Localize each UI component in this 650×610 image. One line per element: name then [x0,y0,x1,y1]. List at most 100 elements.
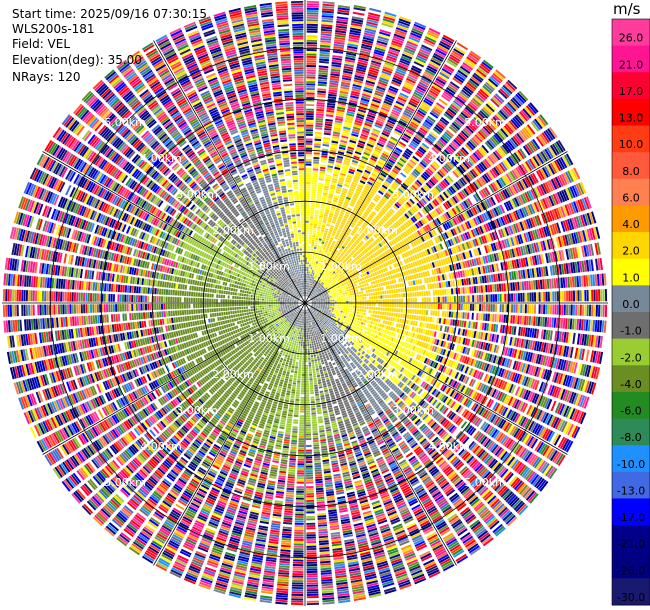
gate [360,281,364,285]
gate [321,19,333,23]
gate [398,18,411,25]
gate [586,289,589,302]
gate [365,279,368,283]
gate [305,152,312,155]
gate [375,310,378,314]
gate [381,22,394,28]
gate [380,172,387,178]
gate [332,173,339,177]
gate [400,172,407,178]
gate [375,144,383,150]
gate [335,25,347,29]
gate [337,203,343,207]
gate [348,34,360,39]
gate [427,29,440,37]
gate [306,273,308,276]
gate [346,52,357,57]
gate [388,140,396,146]
gate [347,106,356,111]
gate [353,194,359,199]
gate [305,188,311,191]
gate [305,147,313,150]
gate [309,230,313,233]
gate [423,40,435,47]
gate [357,166,364,171]
gate [388,285,391,290]
gate [312,253,316,256]
ray [307,21,427,297]
gate [357,285,360,289]
gate [332,178,338,182]
gate [577,304,580,316]
gate [591,289,594,302]
gate [334,289,337,292]
gate [370,313,373,317]
gate [330,75,340,79]
gate [357,300,360,303]
gate [395,27,408,33]
gate [308,248,311,251]
gate [352,295,355,298]
gate [408,125,417,132]
gate [322,248,326,252]
gate [391,40,403,46]
gate [306,113,314,116]
gate [305,294,307,297]
gate [349,32,361,36]
gate [538,304,541,314]
gate [393,33,406,40]
gate [453,311,456,318]
gate [308,271,310,274]
gate [306,138,313,141]
gate [550,400,557,412]
gate [373,94,383,100]
gate [379,29,392,35]
gate [350,224,355,228]
gate [367,73,378,79]
gate [319,272,322,276]
gate [354,192,360,197]
gate [390,81,401,87]
gate [306,289,308,292]
gate [346,303,349,305]
gate [328,241,332,245]
gate [314,258,317,261]
gate [387,89,397,96]
gate [381,286,384,291]
gate [305,275,307,278]
gate [360,45,372,51]
gate [308,292,310,295]
gate [375,318,379,322]
gate [332,230,337,234]
gate [325,114,334,118]
gate [384,281,388,286]
gate [338,287,341,290]
gate [392,107,402,113]
gate [511,304,514,313]
gate [321,155,328,158]
gate [574,318,577,330]
gate [306,78,316,81]
gate [387,53,398,59]
gate [568,304,571,316]
gate [309,285,311,288]
gate [388,290,392,294]
gate [344,313,347,317]
gate [349,137,357,142]
gate [397,122,406,128]
gate [388,48,400,55]
gate [306,21,318,24]
gate [546,278,550,289]
gate [331,61,342,66]
gate [336,186,342,190]
gate [593,289,596,302]
gate [309,221,314,224]
gate [359,102,369,107]
gate [316,276,319,279]
gate [390,155,398,161]
gate [417,52,429,60]
gate [352,179,359,184]
gate [393,105,403,111]
gate [321,227,325,230]
